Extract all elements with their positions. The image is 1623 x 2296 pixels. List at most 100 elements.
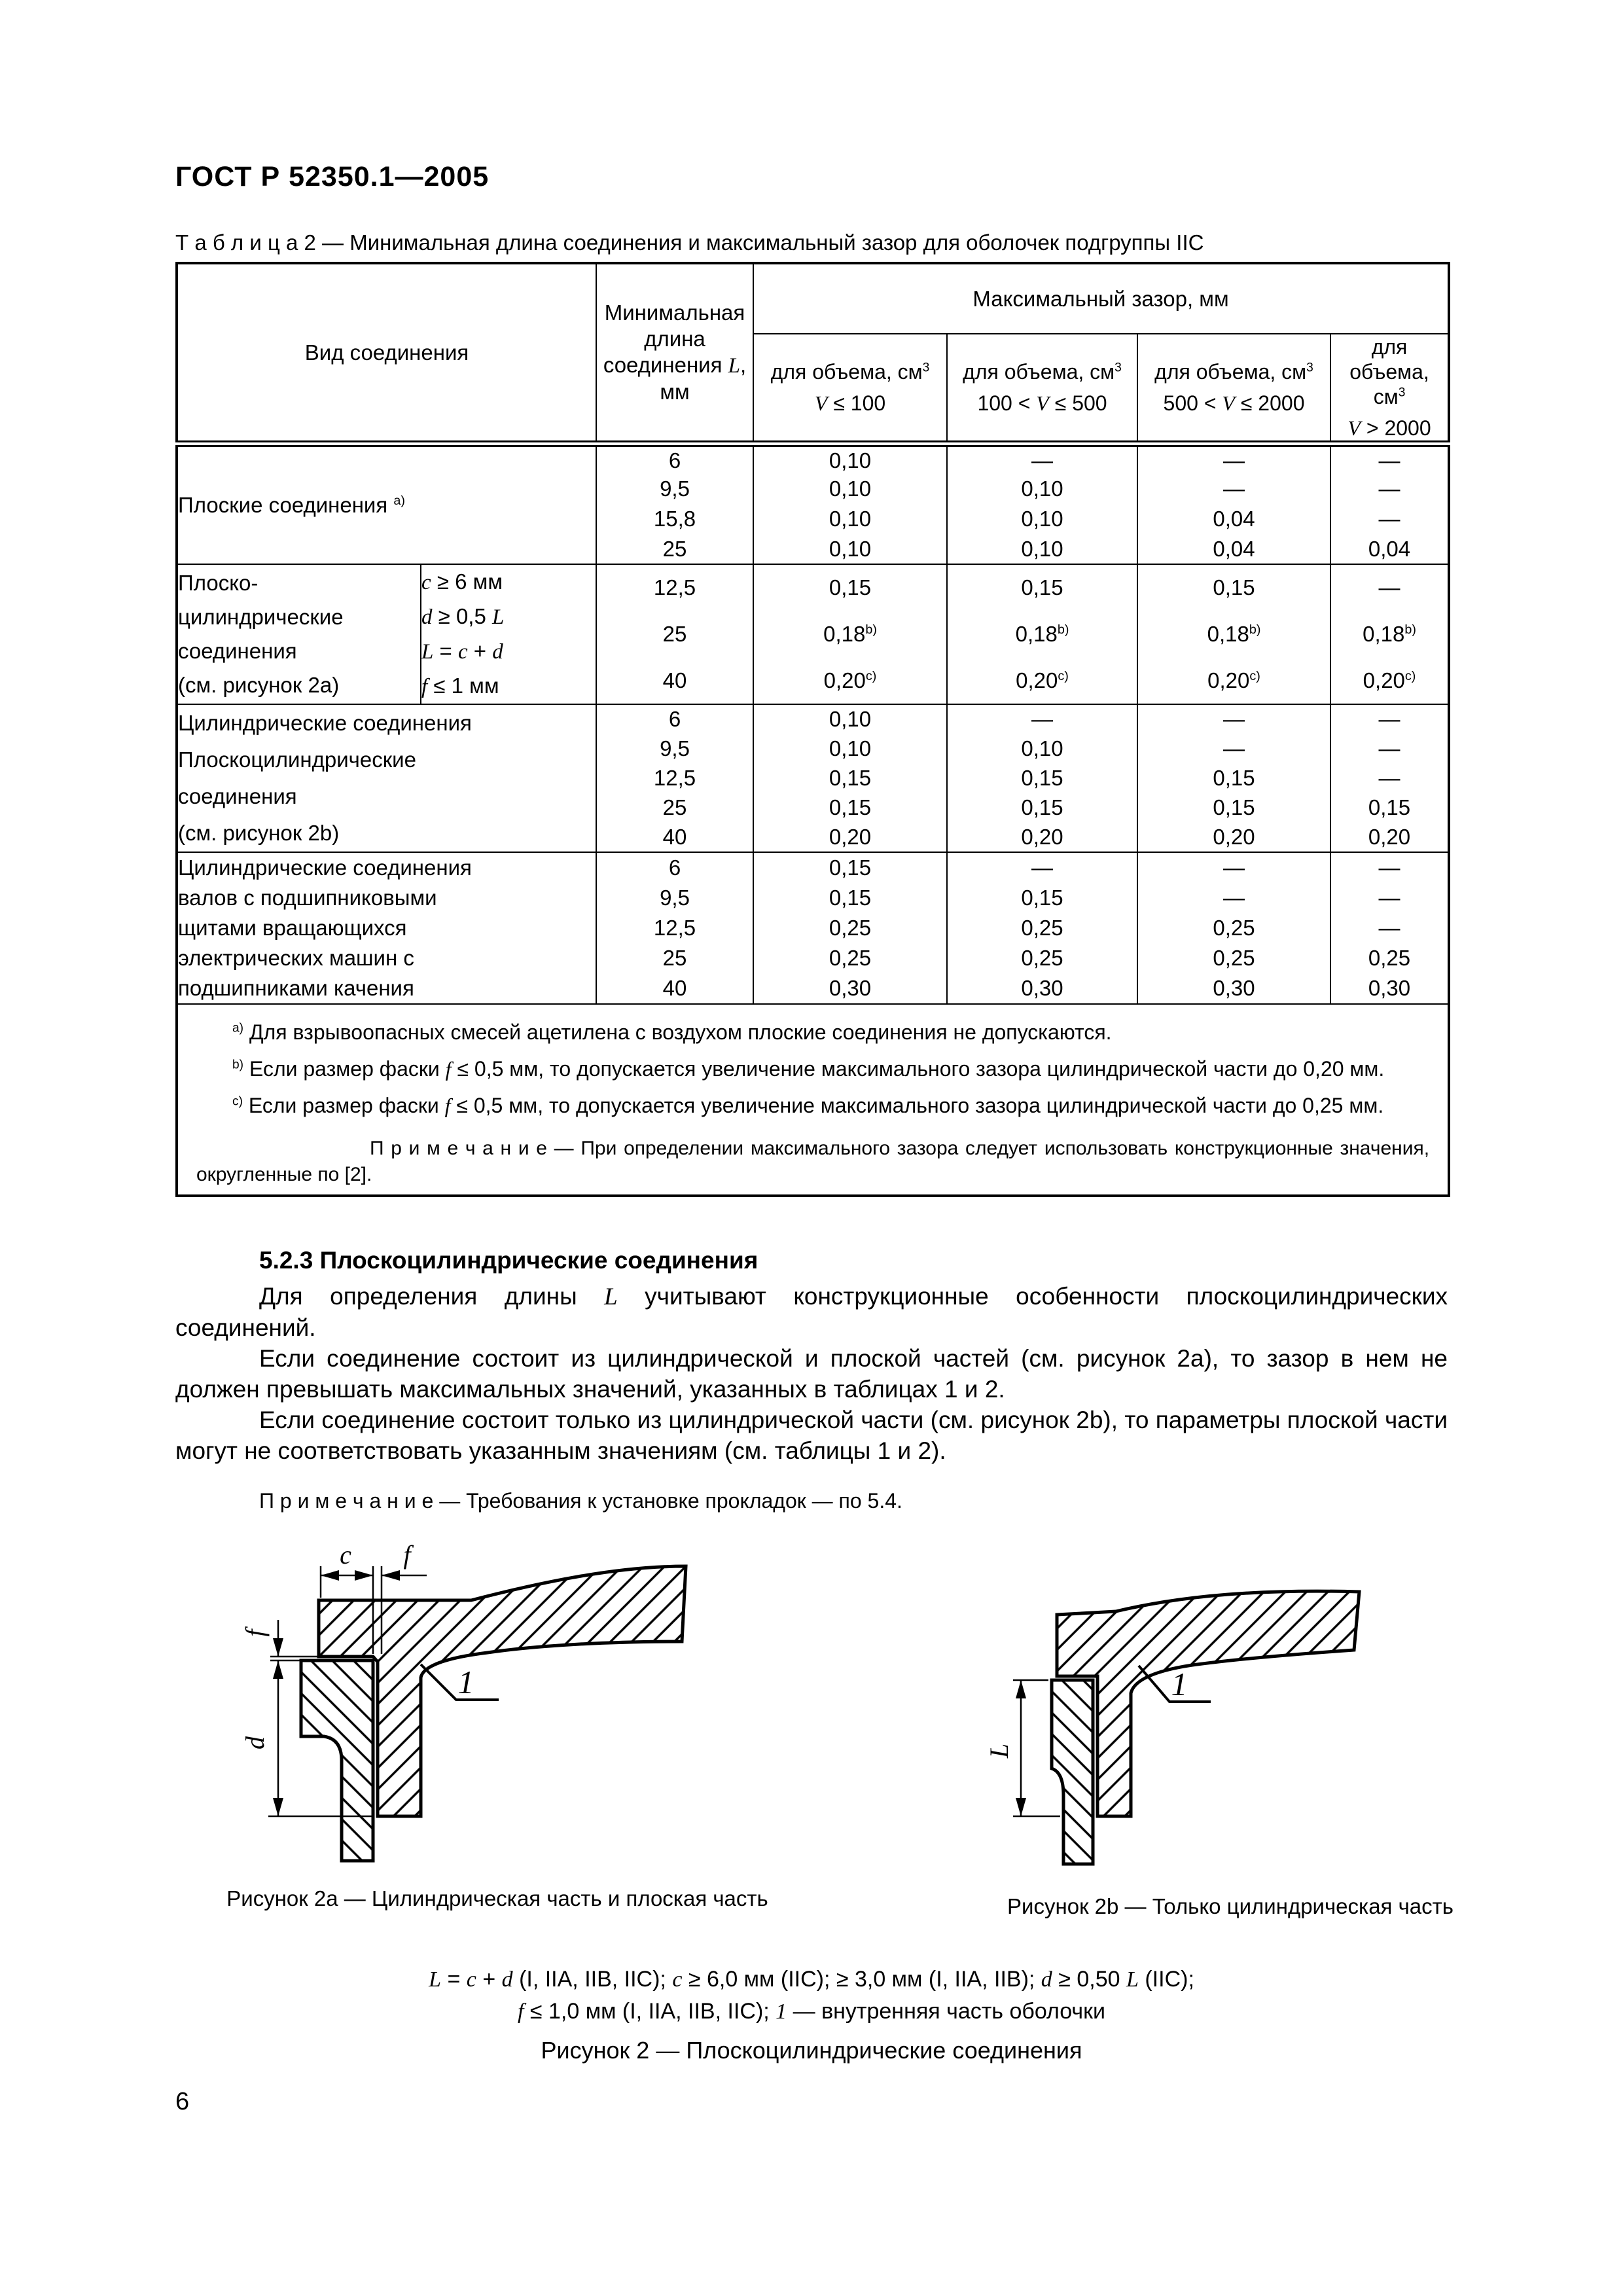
volume-range-condition: 100 < V ≤ 500 <box>977 391 1107 415</box>
figure-legend-line1: L = c + d (I, IIA, IIB, IIC); c ≥ 6,0 мм… <box>429 1967 1194 1992</box>
figure-legend: L = c + d (I, IIA, IIB, IIC); c ≥ 6,0 мм… <box>175 1964 1448 2028</box>
joints-table: Вид соединения Минимальная длина соедине… <box>175 262 1451 1197</box>
inner-part-shape <box>1050 1678 1095 1866</box>
cell-gap-value: 0,18b) <box>753 611 948 658</box>
table-note: П р и м е ч а н и е — При определении ма… <box>196 1138 1430 1185</box>
cell-gap-value: 0,18b) <box>946 611 1139 658</box>
col-header-max-gap: Максимальный зазор, мм <box>753 263 1450 334</box>
cell-gap-value: — <box>946 443 1139 474</box>
table-footnotes-cell: a) Для взрывоопасных смесей ацетилена с … <box>175 1003 1450 1196</box>
dim-label-f-left: f <box>240 1626 270 1637</box>
cell-gap-value: 0,10 <box>753 534 948 564</box>
section-heading: 5.2.3 Плоскоцилиндрические соединения <box>259 1247 758 1274</box>
cell-gap-value: — <box>1330 504 1450 534</box>
footnote-c: c) Если размер фаски f ≤ 0,5 мм, то допу… <box>232 1094 1384 1117</box>
dimension-L <box>1013 1679 1060 1818</box>
table2-body: Плоские соединения a) 6 0,10— — —9,5 0,10 0,10… <box>175 443 1450 1004</box>
standard-number-header: ГОСТ Р 52350.1—2005 <box>175 161 490 192</box>
col-header-volume-3: для объема, см3 500 < V ≤ 2000 <box>1137 334 1332 447</box>
cell-gap-value: 0,15 <box>753 793 948 823</box>
cell-gap-value: 0,15 <box>753 563 948 611</box>
cell-gap-value: 0,25 <box>1137 912 1332 944</box>
dim-label-c: c <box>340 1540 351 1570</box>
section-paragraph: Для определения длины L учитывают констр… <box>175 1283 1448 1341</box>
cell-gap-value: 0,25 <box>1330 943 1450 974</box>
cell-min-length: 25 <box>596 611 755 658</box>
dimension-d <box>268 1660 374 1818</box>
cell-gap-value: 0,10 <box>753 734 948 764</box>
cell-gap-value: — <box>1330 703 1450 734</box>
cell-gap-value: 0,10 <box>753 504 948 534</box>
cell-gap-value: 0,10 <box>946 534 1139 564</box>
cell-gap-value: — <box>1137 734 1332 764</box>
cell-gap-value: 0,25 <box>753 912 948 944</box>
callout-1-label: 1 <box>458 1664 474 1700</box>
callout-leader <box>419 1663 499 1701</box>
volume-range-condition: V ≤ 100 <box>814 391 886 415</box>
cell-gap-value: — <box>1330 443 1450 474</box>
cell-gap-value: 0,15 <box>753 763 948 793</box>
cell-gap-value: 0,10 <box>753 703 948 734</box>
cell-min-length: 12,5 <box>596 563 755 611</box>
cell-gap-value: — <box>1330 734 1450 764</box>
cell-gap-value: 0,10 <box>946 474 1139 504</box>
cell-gap-value: — <box>1330 851 1450 883</box>
cell-gap-value: 0,04 <box>1137 534 1332 564</box>
cell-gap-value: 0,20c) <box>1330 657 1450 704</box>
section-5-2-3: 5.2.3 Плоскоцилиндрические соединения Дл… <box>175 1245 1448 1516</box>
outer-part-shape <box>1055 1589 1361 1818</box>
cell-gap-value: 0,15 <box>946 882 1139 913</box>
cell-gap-value: 0,20c) <box>946 657 1139 704</box>
figure-2b-drawing: L 1 <box>984 1589 1361 1866</box>
page-number: 6 <box>175 2088 190 2115</box>
footnote-a: a) Для взрывоопасных смесей ацетилена с … <box>232 1020 1112 1044</box>
cell-gap-value: — <box>1330 474 1450 504</box>
row-group-label: Цилиндрические соединения валов с подшипн… <box>175 852 597 1004</box>
cell-gap-value: 0,04 <box>1137 504 1332 534</box>
row-group-label: Цилиндрические соединения Плоскоцилиндрич… <box>175 704 597 852</box>
col-header-volume-2: для объема, см3 100 < V ≤ 500 <box>946 334 1139 447</box>
figure-2a-drawing: c f f d 1 <box>240 1540 688 1863</box>
cell-gap-value: 0,30 <box>1137 973 1332 1004</box>
cell-min-length: 12,5 <box>596 912 755 944</box>
cell-min-length: 6 <box>596 703 755 734</box>
dim-label-f-top: f <box>403 1540 414 1570</box>
cell-gap-value: 0,10 <box>946 504 1139 534</box>
cell-gap-value: 0,04 <box>1330 534 1450 564</box>
col-header-min-length: Минимальная длина соединения L, мм <box>596 263 755 447</box>
callout-1-label: 1 <box>1171 1666 1188 1702</box>
cell-gap-value: 0,15 <box>753 851 948 883</box>
cell-gap-value: — <box>1137 703 1332 734</box>
cell-gap-value: — <box>1137 851 1332 883</box>
cell-min-length: 6 <box>596 851 755 883</box>
cell-gap-value: — <box>1137 882 1332 913</box>
table-title: Т а б л и ц а 2 — Минимальная длина соед… <box>175 230 1204 255</box>
volume-range-condition: 500 < V ≤ 2000 <box>1163 391 1305 415</box>
col-header-volume-1: для объема, см3 V ≤ 100 <box>753 334 948 447</box>
dim-label-L: L <box>984 1744 1014 1759</box>
cell-min-length: 25 <box>596 793 755 823</box>
figure-2b-caption: Рисунок 2b — Только цилиндрическая часть <box>1007 1894 1454 1918</box>
cell-min-length: 40 <box>596 657 755 704</box>
cell-gap-value: 0,15 <box>1137 563 1332 611</box>
figure-legend-line2: f ≤ 1,0 мм (I, IIA, IIB, IIC); 1 — внутр… <box>518 1999 1105 2024</box>
cell-gap-value: 0,15 <box>1137 793 1332 823</box>
footnote-b: b) Если размер фаски f ≤ 0,5 мм, то допу… <box>232 1057 1385 1081</box>
cell-gap-value: 0,18b) <box>1137 611 1332 658</box>
cell-gap-value: — <box>1330 912 1450 944</box>
cell-gap-value: 0,15 <box>753 882 948 913</box>
cell-min-length: 12,5 <box>596 763 755 793</box>
section-paragraph: Если соединение состоит только из цилинд… <box>175 1407 1448 1464</box>
dimension-c <box>319 1566 383 1654</box>
figure-2a-caption: Рисунок 2a — Цилиндрическая часть и плос… <box>226 1886 768 1910</box>
cell-min-length: 40 <box>596 822 755 852</box>
cell-min-length: 25 <box>596 534 755 564</box>
cell-gap-value: 0,25 <box>946 943 1139 974</box>
cell-gap-value: 0,20c) <box>1137 657 1332 704</box>
cell-min-length: 9,5 <box>596 734 755 764</box>
cell-gap-value: 0,30 <box>753 973 948 1004</box>
cell-gap-value: — <box>1330 882 1450 913</box>
col-header-kind: Вид соединения <box>175 263 597 447</box>
